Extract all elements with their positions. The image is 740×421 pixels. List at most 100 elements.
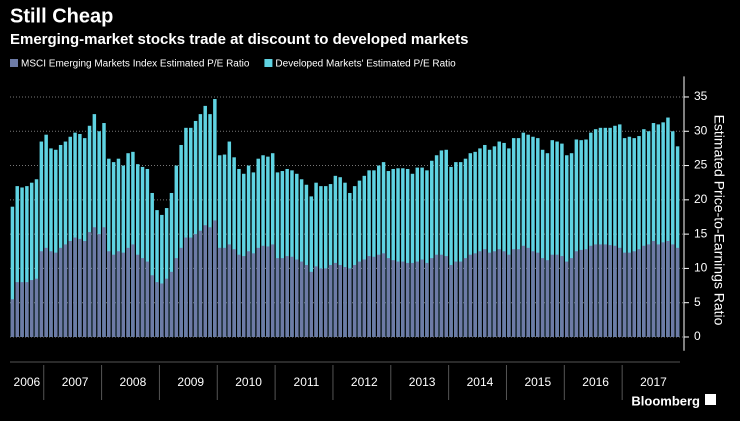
bar [169,271,174,337]
bar [44,134,48,337]
y-tick-label: 35 [694,89,708,103]
bar [237,168,241,337]
bar [126,153,130,337]
y-axis-title: Estimated Price-to-Earnings Ratio [711,115,727,326]
bar [487,149,492,337]
bar [555,254,559,337]
bar [439,254,444,337]
bar [275,258,280,337]
bar [603,244,608,337]
y-tick-label: 30 [694,123,708,137]
bar [410,173,415,337]
bar [10,299,15,337]
bar [352,186,357,337]
bar [478,251,482,337]
bar [574,139,579,337]
bar [92,227,97,337]
bar [304,264,309,337]
bar [675,247,680,337]
bar [468,254,473,337]
bar [15,186,19,337]
source-label: Bloomberg [631,393,700,408]
bar [449,264,453,337]
bar [536,138,540,337]
bar [656,124,661,337]
bar [357,261,362,337]
bar [227,244,232,337]
bar [97,234,101,337]
bar [372,170,376,337]
bar [270,244,275,337]
bar [333,175,338,337]
bar [401,168,405,337]
bar [564,155,569,337]
bar [622,138,627,337]
bar [646,131,651,337]
bar [661,242,665,337]
bar [642,129,646,337]
bar [362,175,367,337]
bar [338,177,342,337]
bar [613,245,617,337]
bar [362,259,367,337]
bar [502,251,506,337]
bar [497,141,501,337]
bar [78,238,82,337]
bar [348,192,352,337]
legend-swatch [10,59,18,67]
bar [328,184,333,337]
bar [150,192,154,337]
chart-subtitle: Emerging-market stocks trade at discount… [10,31,468,48]
bar [463,158,468,337]
bar [454,261,458,337]
bar [632,138,636,337]
bar [579,249,583,337]
bar [531,136,535,337]
bar [613,125,617,337]
bar [174,258,179,337]
bar [516,138,521,337]
bar [232,249,236,337]
bar [439,150,444,337]
bar [637,249,641,337]
bar [550,140,555,337]
x-tick-label: 2015 [524,375,551,389]
bar [78,134,82,337]
bar [44,247,48,337]
bar [391,168,395,337]
bar [246,251,251,337]
bar [203,225,207,337]
bar [328,264,333,337]
bar [430,258,434,337]
bar [410,262,415,337]
bar [193,120,198,337]
bar [338,264,342,337]
bar [589,132,593,337]
bar [213,220,217,337]
bar [560,143,564,337]
bar [155,210,159,337]
bar [377,254,381,337]
bar [642,245,646,337]
bar [545,260,550,337]
bar [145,261,150,337]
bar [386,258,391,337]
bar [323,268,328,337]
bar [671,244,675,337]
bar [463,258,468,337]
bar [319,268,323,337]
bar [68,240,72,337]
bar [280,258,285,337]
bar [58,247,63,337]
bar [160,214,164,337]
x-tick-label: 2013 [409,375,436,389]
x-tick-label: 2009 [177,375,204,389]
bar [54,149,58,337]
bar [174,165,179,337]
x-tick-label: 2010 [235,375,262,389]
y-tick-label: 25 [694,158,708,172]
bar [367,170,371,337]
bar [179,247,183,337]
bar [34,179,39,337]
